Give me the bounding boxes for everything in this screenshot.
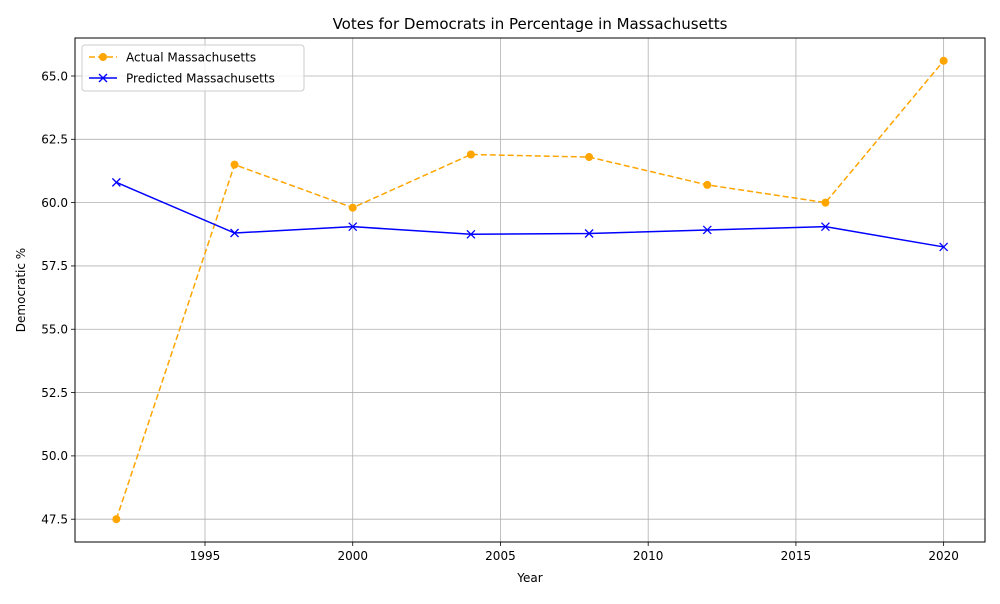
data-point-predicted [939, 242, 949, 252]
data-point-actual [585, 153, 594, 162]
data-point-actual [230, 160, 239, 169]
x-tick-label: 2015 [781, 549, 812, 563]
data-point-predicted [111, 177, 121, 187]
data-point-actual [939, 56, 948, 65]
legend-marker-predicted [98, 73, 108, 83]
y-tick-label: 52.5 [41, 386, 68, 400]
y-tick-label: 57.5 [41, 259, 68, 273]
data-point-actual [821, 198, 830, 207]
y-tick-label: 60.0 [41, 196, 68, 210]
x-marker-stroke [466, 229, 476, 239]
series-actual [112, 56, 948, 524]
x-marker-stroke [584, 229, 594, 238]
y-axis-label: Democratic % [14, 248, 28, 332]
x-marker-stroke [820, 222, 830, 232]
data-point-actual [703, 180, 712, 189]
x-tick-label: 1995 [190, 549, 221, 563]
legend-marker-actual [99, 53, 107, 61]
legend-x-marker [98, 73, 108, 83]
x-tick-label: 2000 [337, 549, 368, 563]
series-line-predicted [116, 181, 944, 248]
y-tick-label: 65.0 [41, 69, 68, 83]
data-point-predicted [820, 222, 830, 232]
x-axis-ticks: 1995 2000 2005 2010 2015 2020 [190, 542, 959, 563]
series-line-actual [115, 60, 945, 520]
x-axis-label: Year [516, 571, 542, 585]
x-marker-stroke [230, 228, 240, 238]
y-tick-label: 55.0 [41, 323, 68, 337]
data-point-actual [466, 150, 475, 159]
data-point-predicted [584, 229, 594, 238]
x-marker-stroke [111, 177, 121, 187]
x-marker-stroke [348, 222, 358, 232]
legend-label-predicted: Predicted Massachusetts [126, 72, 275, 86]
data-point-predicted [702, 225, 712, 235]
data-point-actual [112, 515, 121, 524]
data-point-predicted [230, 228, 240, 238]
series-predicted [111, 177, 949, 252]
legend: Actual Massachusetts Predicted Massachus… [81, 44, 305, 92]
legend-label-actual: Actual Massachusetts [126, 51, 256, 65]
data-point-actual [348, 203, 357, 212]
x-marker-stroke [939, 242, 949, 252]
x-tick-label: 2005 [485, 549, 516, 563]
y-tick-label: 50.0 [41, 449, 68, 463]
x-tick-label: 2010 [633, 549, 664, 563]
grid [75, 38, 985, 542]
data-point-predicted [348, 222, 358, 232]
chart-title: Votes for Democrats in Percentage in Mas… [333, 15, 728, 33]
y-tick-label: 47.5 [41, 513, 68, 527]
y-axis-ticks: 47.5 50.0 52.5 55.0 57.5 60.0 62.5 65.0 [41, 69, 75, 527]
x-marker-stroke [98, 73, 108, 83]
y-tick-label: 62.5 [41, 133, 68, 147]
legend-box [81, 44, 305, 92]
x-tick-label: 2020 [928, 549, 959, 563]
x-marker-stroke [702, 225, 712, 235]
series-layer [111, 56, 949, 524]
plot-area-frame [74, 37, 986, 543]
data-point-predicted [466, 229, 476, 239]
